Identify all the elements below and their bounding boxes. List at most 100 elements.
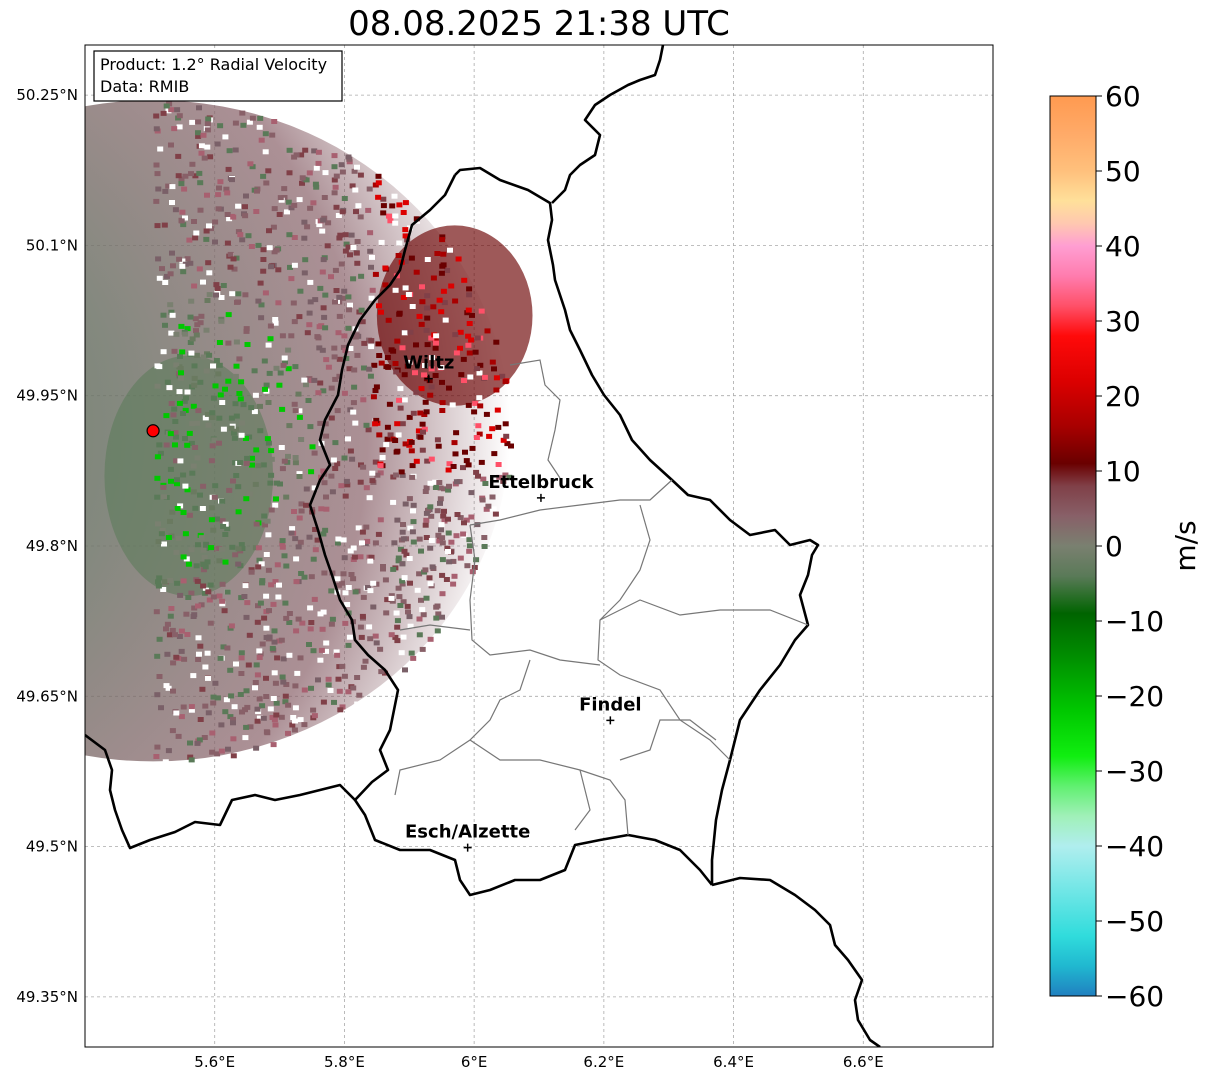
echo-pixel bbox=[333, 204, 340, 210]
echo-pixel bbox=[453, 430, 460, 436]
echo-pixel bbox=[340, 571, 347, 577]
canton-border bbox=[469, 479, 673, 526]
echo-pixel bbox=[180, 269, 187, 275]
echo-pixel bbox=[401, 397, 408, 403]
echo-pixel bbox=[233, 363, 240, 369]
echo-pixel bbox=[344, 482, 351, 488]
echo-pixel bbox=[329, 489, 336, 495]
echo-pixel bbox=[481, 544, 488, 549]
echo-pixel bbox=[204, 559, 211, 565]
echo-pixel bbox=[317, 657, 324, 663]
echo-pixel bbox=[222, 559, 229, 565]
echo-pixel bbox=[257, 600, 264, 606]
echo-pixel bbox=[320, 468, 327, 474]
echo-pixel bbox=[351, 554, 358, 560]
echo-pixel bbox=[303, 486, 310, 492]
echo-pixel bbox=[399, 529, 406, 535]
echo-pixel bbox=[232, 147, 239, 153]
echo-pixel bbox=[363, 422, 370, 428]
echo-pixel bbox=[242, 292, 249, 298]
echo-pixel bbox=[285, 730, 291, 736]
echo-pixel bbox=[402, 233, 409, 239]
echo-pixel bbox=[208, 458, 215, 464]
echo-pixel bbox=[166, 385, 173, 391]
echo-pixel bbox=[433, 340, 439, 346]
echo-pixel bbox=[167, 271, 174, 277]
city-label: Ettelbruck bbox=[488, 472, 594, 493]
echo-pixel bbox=[224, 526, 231, 532]
echo-pixel bbox=[406, 414, 413, 420]
echo-pixel bbox=[168, 330, 175, 336]
echo-pixel bbox=[268, 507, 275, 513]
echo-pixel bbox=[215, 371, 222, 377]
echo-pixel bbox=[422, 489, 429, 494]
echo-pixel bbox=[496, 474, 503, 480]
echo-pixel bbox=[179, 263, 186, 269]
echo-pixel bbox=[408, 650, 415, 656]
colorbar-tick-label: 20 bbox=[1105, 380, 1141, 413]
echo-pixel bbox=[275, 300, 282, 306]
echo-pixel bbox=[296, 414, 303, 420]
echo-pixel bbox=[382, 282, 389, 288]
echo-pixel bbox=[407, 525, 414, 531]
colorbar-tick-label: 60 bbox=[1105, 80, 1141, 113]
echo-pixel bbox=[177, 503, 184, 509]
latitude-tick-labels: 50.25°N 50.1°N 49.95°N 49.8°N 49.65°N 49.5°N 4… bbox=[16, 86, 78, 1006]
canton-border bbox=[574, 769, 591, 831]
echo-pixel bbox=[318, 323, 325, 329]
echo-pixel bbox=[389, 203, 396, 209]
echo-pixel bbox=[193, 328, 199, 334]
echo-pixel bbox=[318, 647, 325, 653]
echo-pixel bbox=[466, 537, 473, 543]
echo-pixel bbox=[168, 606, 175, 611]
echo-pixel bbox=[196, 737, 203, 743]
echo-pixel bbox=[439, 591, 446, 597]
echo-pixel bbox=[188, 590, 195, 596]
echo-pixel bbox=[210, 363, 216, 369]
echo-pixel bbox=[331, 190, 338, 196]
echo-pixel bbox=[410, 519, 417, 525]
country-borders bbox=[85, 45, 881, 1047]
echo-pixel bbox=[308, 685, 314, 691]
echo-pixel bbox=[457, 555, 464, 561]
echo-pixel bbox=[433, 333, 440, 339]
echo-pixel bbox=[251, 368, 258, 374]
echo-pixel bbox=[193, 230, 200, 236]
canton-border bbox=[509, 359, 561, 479]
echo-pixel bbox=[233, 473, 240, 478]
echo-pixel bbox=[327, 688, 334, 693]
echo-pixel bbox=[364, 585, 371, 590]
echo-pixel bbox=[347, 346, 354, 351]
echo-pixel bbox=[416, 571, 423, 577]
echo-pixel bbox=[307, 424, 314, 430]
echo-pixel bbox=[207, 154, 214, 160]
echo-pixel bbox=[341, 673, 348, 679]
echo-pixel bbox=[329, 616, 336, 622]
echo-pixel bbox=[423, 510, 430, 516]
echo-pixel bbox=[254, 718, 261, 724]
echo-pixel bbox=[323, 640, 330, 646]
echo-pixel bbox=[299, 180, 305, 186]
echo-pixel bbox=[270, 224, 277, 230]
echo-pixel bbox=[369, 478, 376, 484]
echo-pixel bbox=[395, 558, 402, 564]
echo-pixel bbox=[225, 746, 231, 752]
echo-pixel bbox=[257, 115, 264, 121]
echo-pixel bbox=[256, 655, 263, 660]
echo-pixel bbox=[162, 759, 169, 765]
echo-pixel bbox=[466, 350, 473, 356]
echo-pixel bbox=[315, 677, 321, 683]
echo-pixel bbox=[435, 532, 442, 538]
echo-pixel bbox=[319, 269, 326, 275]
echo-pixel bbox=[296, 408, 303, 414]
echo-pixel bbox=[239, 237, 246, 243]
echo-pixel bbox=[261, 513, 268, 519]
echo-pixel bbox=[172, 207, 179, 213]
echo-pixel bbox=[473, 469, 480, 475]
echo-pixel bbox=[301, 687, 308, 693]
echo-pixel bbox=[392, 287, 399, 293]
echo-pixel bbox=[382, 670, 388, 676]
echo-pixel bbox=[182, 331, 189, 337]
echo-pixel bbox=[322, 292, 329, 298]
echo-pixel bbox=[359, 529, 366, 535]
